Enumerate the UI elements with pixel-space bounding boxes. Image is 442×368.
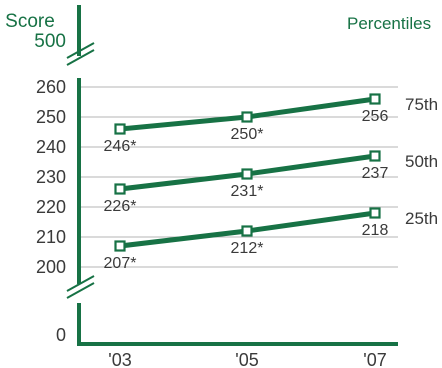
y-tick-label: 260 <box>36 77 66 97</box>
series-name-label: 75th <box>405 95 438 114</box>
x-tick-label: '05 <box>235 350 258 368</box>
y-axis <box>77 5 398 346</box>
y-tick-label: 220 <box>36 197 66 217</box>
y-axis-title: Score <box>5 11 55 32</box>
data-point-marker <box>241 225 253 237</box>
data-label: 246* <box>104 138 137 155</box>
axis-break-mark-top <box>66 42 95 59</box>
data-point-marker <box>241 168 253 180</box>
y-tick-label: 240 <box>36 137 66 157</box>
data-point-marker <box>114 183 126 195</box>
axis-break-mark-bottom <box>66 282 95 299</box>
data-point-marker <box>114 123 126 135</box>
x-tick-labels: '03 '05 '07 <box>108 350 386 368</box>
data-point-marker <box>241 111 253 123</box>
legend-title: Percentiles <box>347 14 431 33</box>
series-name-label: 50th <box>405 152 438 171</box>
data-label: 218 <box>362 222 389 239</box>
y-tick-label: 210 <box>36 227 66 247</box>
data-point-marker <box>369 150 381 162</box>
data-point-marker <box>369 93 381 105</box>
y-tick-label: 200 <box>36 257 66 277</box>
axis-break-marks <box>66 42 95 299</box>
x-tick-label: '03 <box>108 350 131 368</box>
data-label: 237 <box>362 165 389 182</box>
data-label: 256 <box>362 108 389 125</box>
y-axis-max-label: 500 <box>34 31 66 52</box>
data-point-marker <box>114 240 126 252</box>
axis-break-mark-top <box>66 49 95 66</box>
data-label: 212* <box>231 240 264 257</box>
series-name-label: 25th <box>405 209 438 228</box>
data-label: 207* <box>104 255 137 272</box>
gridlines <box>81 86 398 268</box>
y-tick-label: 230 <box>36 167 66 187</box>
data-point-marker <box>369 207 381 219</box>
y-tick-label-zero: 0 <box>56 325 66 345</box>
data-label: 226* <box>104 198 137 215</box>
x-tick-label: '07 <box>363 350 386 368</box>
series-group: 246* 250* 256 75th 226* 231* 237 50th 207* 212* 21… <box>104 93 438 272</box>
axis-break-mark-bottom <box>66 275 95 292</box>
data-label: 231* <box>231 183 264 200</box>
y-tick-labels: 260 250 240 230 220 210 200 <box>36 77 66 277</box>
data-label: 250* <box>231 126 264 143</box>
y-tick-label: 250 <box>36 107 66 127</box>
